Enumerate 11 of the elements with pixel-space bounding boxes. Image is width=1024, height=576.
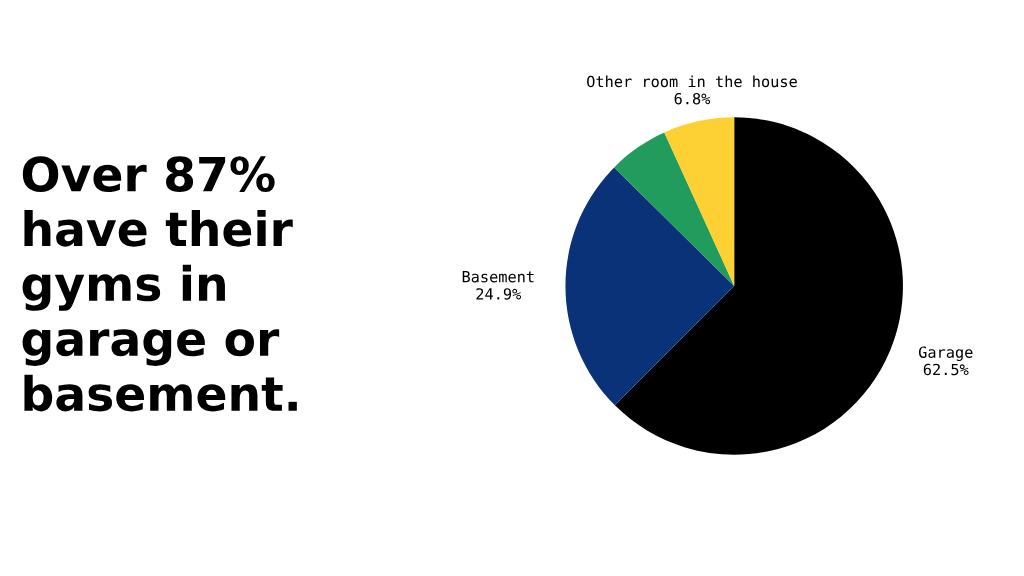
pie-slice xyxy=(614,117,903,455)
data-label: 24.9% xyxy=(476,288,522,300)
pie-slice xyxy=(664,117,735,286)
slice-label: Other room in the house xyxy=(587,75,797,88)
data-label: 62.5% xyxy=(923,363,969,376)
pie-slice xyxy=(565,167,735,406)
slice-label: Basement xyxy=(462,271,534,283)
pie-slice xyxy=(614,132,735,286)
text: Over 87% have their gyms in garage or basement. xyxy=(22,156,297,412)
slice-label: Garage xyxy=(918,346,973,362)
data-label: 6.8% xyxy=(674,92,711,105)
